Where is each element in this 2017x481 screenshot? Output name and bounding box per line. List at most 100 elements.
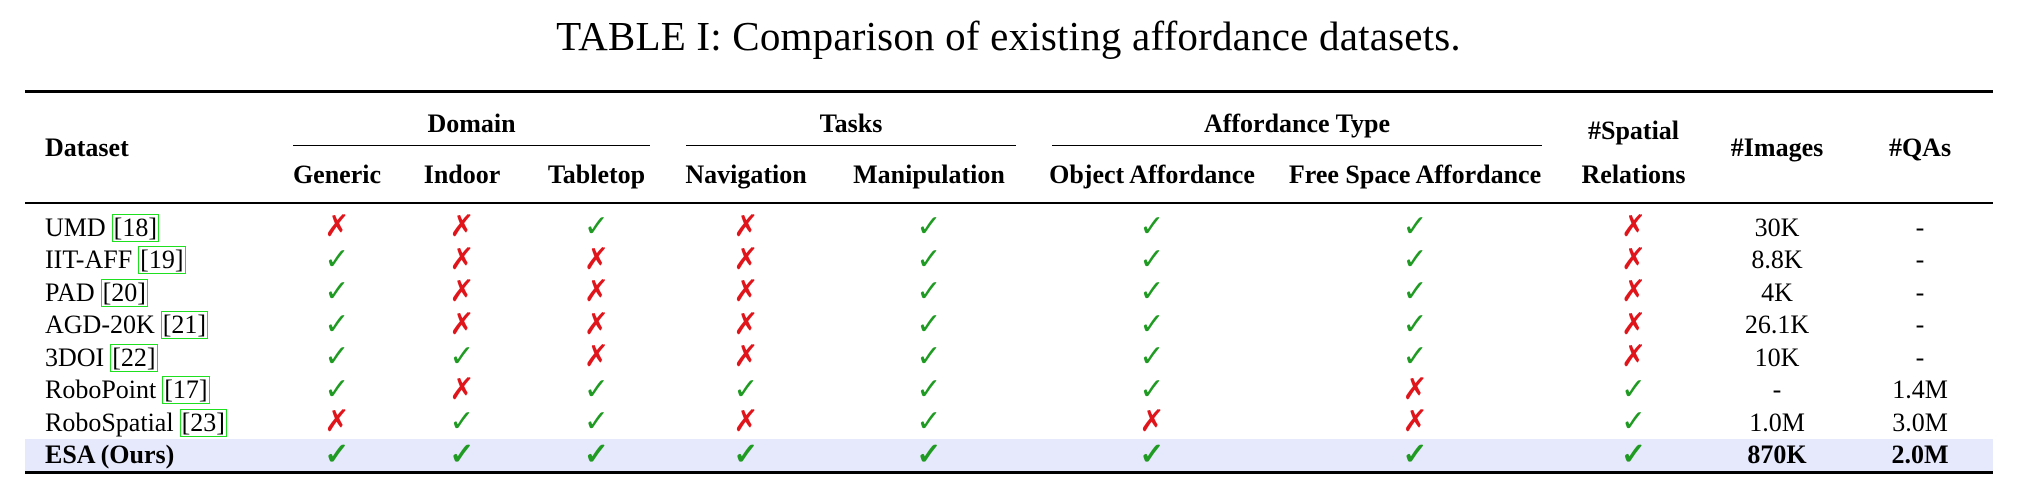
check-icon: ✓ — [1139, 275, 1165, 308]
cell-navigation: ✗ — [668, 276, 824, 309]
cross-icon: ✗ — [1402, 372, 1428, 406]
cell-tabletop: ✓ — [525, 438, 668, 474]
cell-indoor: ✗ — [399, 308, 525, 342]
cell-navigation: ✗ — [668, 406, 824, 439]
check-icon: ✓ — [916, 307, 942, 341]
cross-icon: ✗ — [324, 405, 350, 438]
cell-manipulation: ✓ — [824, 242, 1034, 277]
cell-object: ✓ — [1034, 372, 1270, 407]
check-icon: ✓ — [1620, 437, 1647, 471]
comparison-table: Dataset Domain Tasks Affordance Type #Sp… — [25, 90, 1994, 474]
cross-icon: ✗ — [324, 210, 350, 243]
cell-spatial: ✓ — [1560, 437, 1708, 474]
check-icon: ✓ — [449, 437, 475, 471]
cell-free-space: ✓ — [1270, 438, 1561, 474]
cell-tabletop: ✗ — [525, 341, 668, 374]
header-generic: Generic — [275, 152, 399, 204]
cell-manipulation: ✓ — [824, 203, 1034, 244]
citation-link[interactable]: [23] — [179, 407, 227, 437]
dataset-name-cell: ESA (Ours) — [25, 438, 275, 474]
cell-manipulation: ✓ — [824, 373, 1034, 407]
check-icon: ✓ — [324, 307, 350, 341]
table-body: UMD [18] ✗ ✗ ✓ ✗ ✓ ✓ ✓ ✗ 30K - IIT-AFF [19] ✓ ✗ ✗ ✗ ✓ ✓ ✓ ✗ 8.… — [25, 203, 1994, 474]
cell-indoor: ✓ — [399, 341, 525, 374]
cell-qas: 3.0M — [1892, 407, 1948, 437]
cell-generic: ✓ — [275, 276, 399, 309]
cell-navigation: ✗ — [668, 243, 824, 277]
cross-icon: ✗ — [733, 275, 759, 308]
cell-object: ✓ — [1034, 308, 1270, 342]
dataset-name-cell: UMD [18] — [25, 203, 275, 244]
check-icon: ✓ — [916, 437, 942, 471]
cross-icon: ✗ — [449, 242, 475, 276]
header-spatial-top: #Spatial — [1560, 90, 1708, 152]
cell-tabletop: ✗ — [525, 276, 668, 309]
check-icon: ✓ — [733, 372, 759, 406]
cell-tabletop: ✓ — [525, 203, 668, 244]
cell-images: 4K — [1761, 277, 1793, 307]
cell-free-space: ✓ — [1270, 341, 1560, 374]
cell-spatial: ✗ — [1560, 308, 1707, 342]
check-icon: ✓ — [1139, 242, 1165, 276]
cell-manipulation: ✓ — [824, 341, 1034, 374]
dataset-name-cell: RoboPoint [17] — [25, 374, 275, 407]
cell-spatial: ✗ — [1560, 242, 1707, 277]
citation-link[interactable]: [21] — [160, 310, 209, 339]
dataset-name: PAD — [45, 277, 95, 307]
header-navigation: Navigation — [668, 152, 824, 204]
cell-manipulation: ✓ — [824, 406, 1034, 439]
check-icon: ✓ — [1139, 340, 1165, 373]
check-icon: ✓ — [1139, 372, 1165, 406]
cell-object: ✓ — [1034, 341, 1270, 374]
check-icon: ✓ — [1139, 437, 1165, 471]
dataset-name: AGD-20K — [45, 310, 155, 339]
cross-icon: ✗ — [1620, 242, 1647, 276]
citation-link[interactable]: [20] — [100, 277, 148, 307]
check-icon: ✓ — [1139, 210, 1165, 243]
check-icon: ✓ — [324, 275, 350, 308]
check-icon: ✓ — [1402, 242, 1428, 276]
cell-images: 30K — [1754, 212, 1800, 242]
cell-free-space: ✓ — [1270, 203, 1560, 244]
cell-navigation: ✗ — [668, 308, 824, 342]
check-icon: ✓ — [324, 372, 350, 406]
cell-indoor: ✗ — [399, 203, 525, 244]
cell-tabletop: ✗ — [525, 243, 668, 277]
header-spatial-bottom: Relations — [1560, 152, 1708, 204]
cell-navigation: ✗ — [668, 341, 824, 374]
cell-tabletop: ✓ — [525, 373, 668, 407]
header-dataset: Dataset — [25, 90, 275, 204]
header-affordance-type: Affordance Type — [1052, 109, 1543, 146]
cell-manipulation: ✓ — [824, 307, 1034, 342]
header-indoor: Indoor — [399, 152, 525, 204]
header-domain-group: Domain — [275, 90, 668, 152]
citation-link[interactable]: [17] — [162, 375, 210, 404]
comparison-table-container: Dataset Domain Tasks Affordance Type #Sp… — [25, 90, 1994, 474]
table-row: PAD [20] ✓ ✗ ✗ ✗ ✓ ✓ ✓ ✗ 4K - — [25, 276, 1993, 309]
check-icon: ✓ — [916, 242, 942, 276]
citation-link[interactable]: [22] — [110, 342, 158, 372]
dataset-name: RoboSpatial — [45, 407, 174, 437]
table-row: RoboSpatial [23] ✗ ✓ ✓ ✗ ✓ ✗ ✗ ✓ 1.0M 3.0M — [25, 406, 1993, 439]
table-row: 3DOI [22] ✓ ✓ ✗ ✗ ✓ ✓ ✓ ✗ 10K - — [25, 341, 1993, 374]
header-tasks: Tasks — [686, 109, 1016, 146]
cell-qas: - — [1915, 245, 1925, 274]
check-icon: ✓ — [1402, 210, 1428, 243]
header-free-space-affordance: Free Space Affordance — [1270, 152, 1561, 204]
header-tabletop: Tabletop — [525, 152, 668, 204]
dataset-name-cell: PAD [20] — [25, 276, 275, 309]
dataset-name: UMD — [45, 212, 106, 242]
cell-spatial: ✗ — [1560, 203, 1707, 244]
cross-icon: ✗ — [1620, 275, 1647, 308]
citation-link[interactable]: [18] — [111, 212, 159, 242]
check-icon: ✓ — [916, 210, 942, 243]
header-domain: Domain — [293, 109, 650, 146]
dataset-name: IIT-AFF — [45, 245, 133, 274]
cell-generic: ✓ — [275, 243, 399, 277]
cell-spatial: ✗ — [1560, 276, 1707, 309]
citation-link[interactable]: [19] — [138, 245, 186, 274]
cross-icon: ✗ — [583, 275, 610, 308]
cell-generic: ✗ — [275, 406, 399, 439]
cell-indoor: ✗ — [399, 276, 525, 309]
cross-icon: ✗ — [733, 340, 759, 373]
